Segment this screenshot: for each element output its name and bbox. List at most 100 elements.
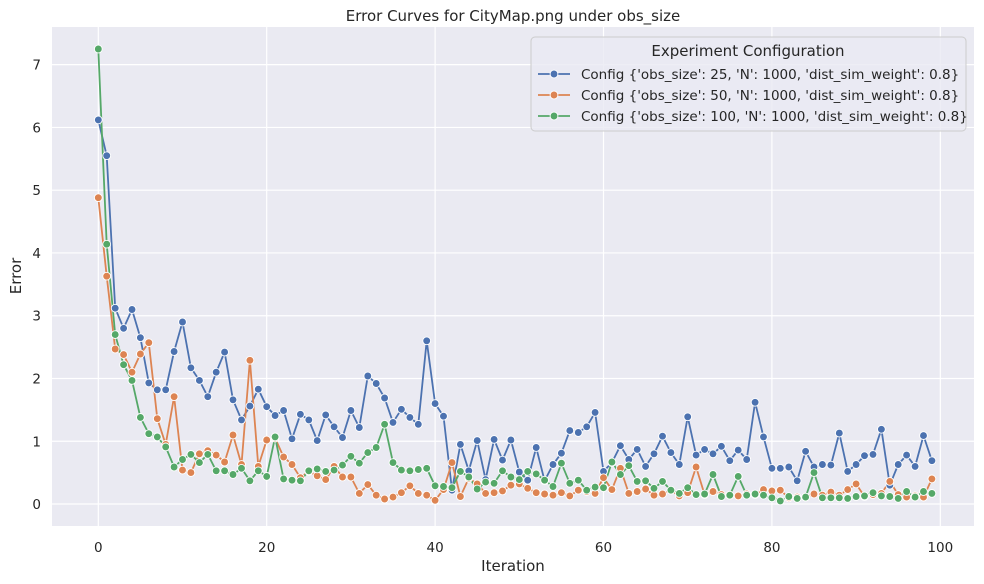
series-3-point [691, 490, 701, 499]
series-3-point [548, 482, 558, 491]
series-2-point [927, 474, 937, 484]
series-3-point [624, 461, 634, 471]
series-1-point [498, 455, 507, 465]
series-2-point [708, 487, 718, 496]
series-1-point [161, 385, 171, 395]
series-3-point [136, 413, 145, 422]
series-1-point [456, 440, 465, 449]
y-tick-label: 5 [32, 183, 41, 199]
series-3-point [253, 466, 263, 476]
series-1-point [397, 404, 406, 414]
series-1-point [632, 445, 642, 454]
series-3-point [666, 485, 676, 495]
series-2-point [397, 488, 406, 498]
series-1-point [868, 450, 878, 459]
series-3-point [843, 494, 853, 503]
series-2-point [102, 271, 112, 281]
series-3-point [481, 477, 490, 487]
series-3-point [245, 476, 255, 486]
series-2-point [136, 349, 145, 359]
series-2-point [144, 338, 154, 348]
series-2-point [498, 486, 507, 496]
series-1-point [708, 449, 718, 459]
series-2-point [380, 494, 389, 504]
series-1-point [775, 463, 785, 473]
series-3-point [329, 465, 339, 475]
series-3-point [599, 483, 608, 493]
legend-label: Config {'obs_size': 50, 'N': 1000, 'dist… [581, 88, 959, 104]
series-line-1 [97, 119, 933, 492]
grid-lines [52, 27, 974, 526]
series-3-point [110, 330, 120, 339]
series-1-point [321, 410, 331, 420]
series-2-point [447, 458, 457, 467]
series-1-point [506, 435, 516, 445]
series-3-point [119, 360, 128, 370]
series-2-point [262, 435, 272, 445]
series-1-point [725, 456, 735, 466]
series-1-point [211, 367, 221, 377]
series-3-point [279, 474, 288, 484]
y-tick-label: 6 [32, 120, 41, 136]
series-1-point [860, 451, 869, 461]
series-2-point [211, 450, 221, 460]
series-1-point [489, 435, 499, 444]
series-2-point [338, 472, 347, 482]
series-2-point [152, 414, 162, 424]
series-2-point [573, 485, 583, 495]
series-3-point [717, 492, 726, 501]
series-1-point [422, 336, 432, 346]
series-1-point [717, 441, 726, 451]
legend: Experiment Configuration Config {'obs_si… [530, 36, 968, 132]
series-1-point [380, 393, 389, 403]
series-2-point [632, 487, 642, 496]
series-1-point [531, 443, 541, 452]
series-3-point [127, 376, 137, 385]
chart-title: Error Curves for CityMap.png under obs_s… [346, 7, 681, 26]
series-3-point [868, 488, 878, 498]
series-3-point [203, 450, 213, 459]
y-tick-label: 3 [32, 309, 41, 325]
series-2-point [354, 489, 364, 498]
series-1-point [371, 379, 381, 388]
series-1-point [262, 402, 272, 412]
series-3-point [902, 487, 911, 496]
series-3-point [531, 469, 541, 479]
series-1-point [169, 347, 179, 356]
series-1-point [228, 395, 238, 405]
series-3-point [557, 458, 566, 468]
series-2-point [565, 491, 575, 501]
series-3-point [565, 478, 575, 488]
series-1-point [119, 323, 128, 333]
legend-entry-1: Config {'obs_size': 25, 'N': 1000, 'dist… [538, 67, 959, 83]
series-3-point [607, 457, 617, 467]
series-3-point [354, 458, 364, 468]
series-3-point [489, 478, 499, 488]
series-3-point [851, 492, 861, 501]
legend-marker [549, 69, 559, 79]
series-1-point [405, 413, 415, 422]
series-1-point [178, 317, 187, 327]
y-tick-labels: 0 1 2 3 4 5 6 7 [32, 58, 41, 513]
series-3-point [102, 239, 112, 249]
series-2-point [178, 465, 187, 475]
x-tick-label: 80 [763, 540, 780, 556]
series-3-point [877, 491, 886, 501]
series-3-point [801, 492, 810, 502]
series-1-point [329, 422, 339, 432]
series-3-point [919, 487, 928, 496]
series-2-point [489, 488, 499, 498]
series-3-point [144, 429, 154, 439]
legend-label: Config {'obs_size': 100, 'N': 1000, 'dis… [581, 109, 968, 125]
series-1-point [641, 462, 650, 471]
legend-label: Config {'obs_size': 25, 'N': 1000, 'dist… [581, 67, 959, 83]
series-1-point [338, 433, 347, 442]
series-3-point [700, 489, 709, 499]
series-3-point [573, 475, 583, 485]
series-2-point [624, 489, 634, 498]
series-3-point [321, 467, 331, 476]
series-3-point [809, 468, 819, 477]
series-1-point [919, 431, 928, 440]
